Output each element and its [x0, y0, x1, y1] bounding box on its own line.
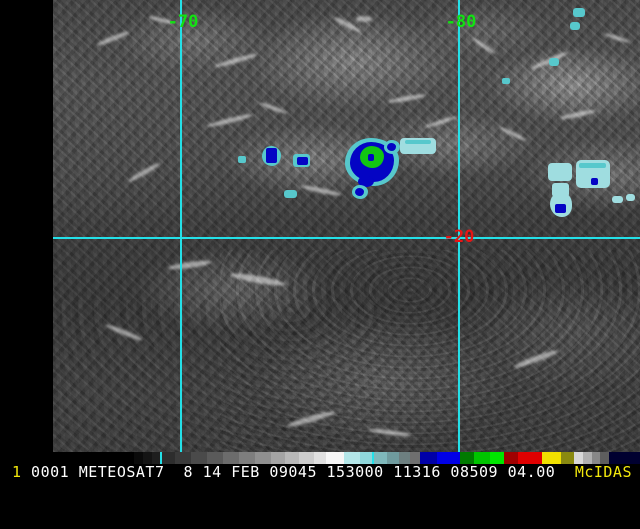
- colorbar-segment-gray-58: [206, 452, 223, 464]
- longitude-label-neg70: -70: [167, 12, 199, 32]
- colorbar-segment-gray-48: [190, 452, 207, 464]
- mcidas-brand: McIDAS: [575, 464, 632, 480]
- colorbar-segment-gray-ramp-2: [582, 452, 592, 464]
- colorbar-segment-slate-1: [399, 452, 410, 464]
- cell-core-d: [266, 148, 277, 163]
- colorbar-segment-cyan-tick-2: [372, 452, 375, 464]
- main-cell-tail: [358, 176, 374, 187]
- colorbar-segment-gray-38: [174, 452, 191, 464]
- cell-halo-g: [238, 156, 246, 163]
- colorbar-segment-gray-ramp-1: [573, 452, 583, 464]
- cell-patch-h-edge: [579, 163, 606, 168]
- cell-patch-c-edge: [405, 140, 431, 144]
- cell-patch-o: [570, 22, 580, 30]
- main-cell-peak-notch: [368, 154, 374, 161]
- latitude-gridline-0: [53, 237, 640, 239]
- colorbar-segment-gray-a4: [270, 452, 286, 464]
- colorbar-segment-red: [518, 452, 542, 464]
- colorbar-segment-red-dark: [504, 452, 519, 464]
- colorbar-segment-green-bright: [489, 452, 505, 464]
- colorbar-segment-slate-2: [409, 452, 421, 464]
- colorbar-segment-gray-ramp-4: [600, 452, 610, 464]
- cell-core-a: [355, 188, 364, 196]
- frame-number: 1: [12, 463, 22, 481]
- cell-patch-l: [612, 196, 623, 203]
- colorbar-segment-gray-28: [162, 452, 175, 464]
- colorbar-segment-green: [473, 452, 490, 464]
- lower-cloud-swirl-bands: [220, 250, 640, 452]
- lower-left-swirl-bands: [60, 300, 380, 452]
- colorbar-segment-dark-gray-1: [142, 452, 152, 464]
- colorbar-segment-gray-6c: [222, 452, 239, 464]
- cloud-texture-overlay: [53, 0, 640, 452]
- no-data-left-margin: [0, 0, 53, 452]
- cell-core-e: [297, 157, 308, 165]
- colorbar-segment-green-dark: [459, 452, 474, 464]
- longitude-gridline-0: [180, 0, 182, 452]
- image-status-bar: 1 0001 METEOSAT7 8 14 FEB 09045 153000 1…: [0, 464, 640, 480]
- mcidas-brand-label: McIDAS: [574, 463, 632, 481]
- colorbar-segment-olive: [561, 452, 574, 464]
- cell-halo-f: [284, 190, 297, 198]
- colorbar-segment-blue-dark: [420, 452, 437, 464]
- colorbar-segment-blue: [436, 452, 460, 464]
- latitude-label-neg20: -20: [443, 227, 475, 247]
- colorbar-segment-near-black: [133, 452, 143, 464]
- colorbar-segment-yellow: [541, 452, 562, 464]
- status-detail-text: 0001 METEOSAT7 8 14 FEB 09045 153000 113…: [21, 463, 556, 481]
- colorbar-segment-cyan-tick: [160, 452, 163, 464]
- cell-patch-p: [549, 58, 559, 66]
- colorbar-segment-gray-cc: [299, 452, 314, 464]
- colorbar-segment-gray-e0: [313, 452, 327, 464]
- colorbar-segment-teal-2: [386, 452, 400, 464]
- colorbar-segment-navy-end: [609, 452, 640, 464]
- cloud-streak-4: [356, 16, 372, 22]
- colorbar-segment-white: [326, 452, 344, 464]
- cell-core-b: [387, 143, 396, 151]
- colorbar-segment-pale-cyan: [343, 452, 360, 464]
- colorbar-segment-black-low: [0, 452, 134, 464]
- longitude-label-neg80: -80: [445, 12, 477, 32]
- colorbar-segment-gray-ramp-3: [591, 452, 601, 464]
- colorbar-segment-gray-90: [254, 452, 271, 464]
- cell-core-k: [555, 204, 566, 213]
- enhancement-colorbar[interactable]: [0, 452, 640, 464]
- colorbar-segment-gray-b8: [285, 452, 300, 464]
- colorbar-segment-gray-7e: [238, 452, 255, 464]
- cell-core-i: [591, 178, 598, 185]
- colorbar-segment-cyan-mid: [359, 452, 373, 464]
- satellite-image-panel[interactable]: -70 -80 -20: [0, 0, 640, 452]
- cell-patch-m: [626, 194, 635, 201]
- mcidas-image-viewer: -70 -80 -20 1 0001 METEOSAT7 8 14 FEB 0904…: [0, 0, 640, 480]
- cell-patch-q: [502, 78, 510, 84]
- status-text-group: 1 0001 METEOSAT7 8 14 FEB 09045 153000 1…: [12, 464, 555, 480]
- longitude-gridline-1: [458, 0, 460, 452]
- colorbar-segment-teal-1: [374, 452, 387, 464]
- cell-patch-i: [548, 163, 572, 181]
- colorbar-segment-dark-gray-2: [151, 452, 161, 464]
- cell-patch-n: [573, 8, 585, 17]
- infrared-cloud-field: [53, 0, 640, 452]
